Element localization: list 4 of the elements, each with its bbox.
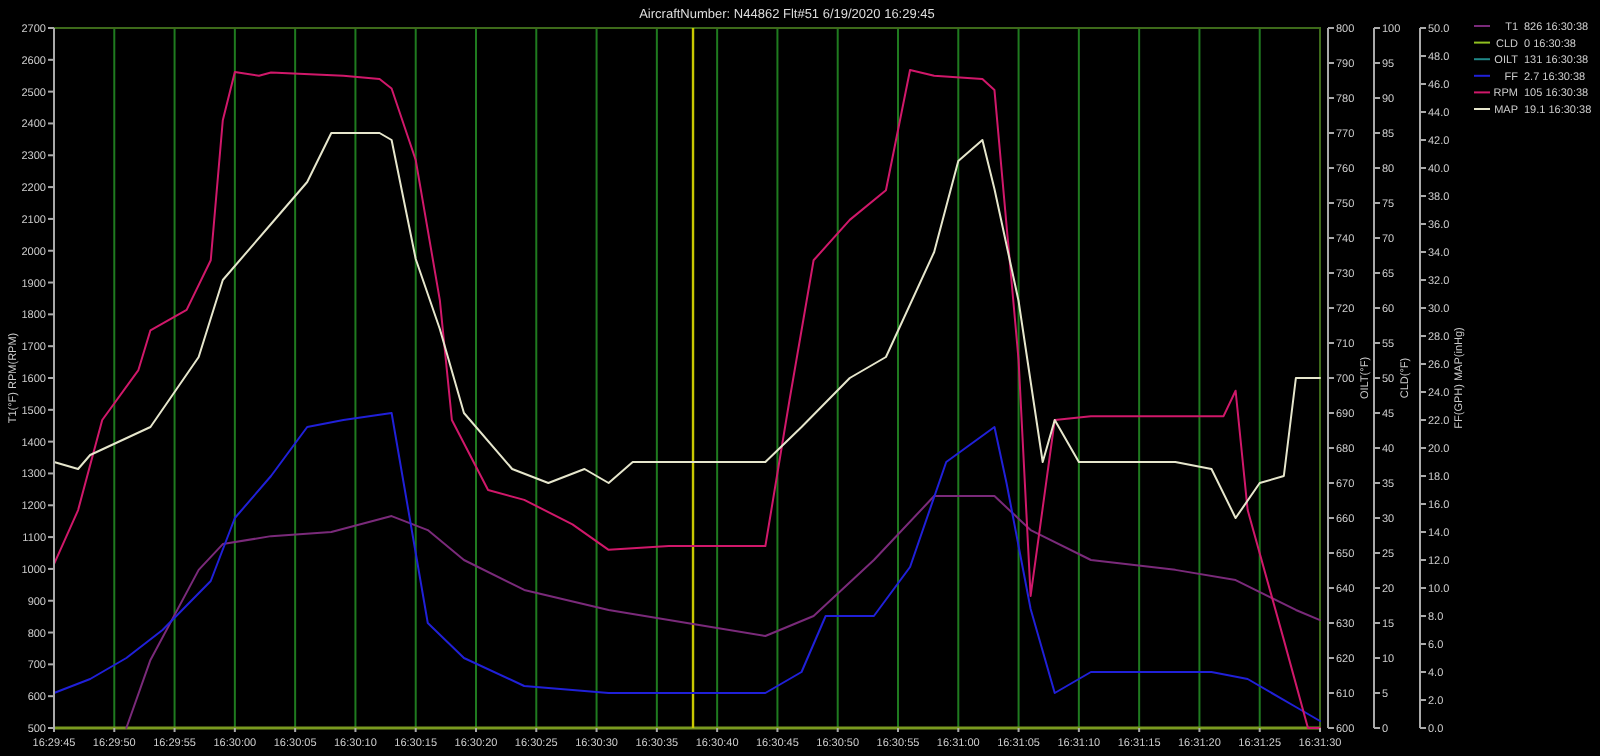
line-series xyxy=(53,412,1321,722)
line-series xyxy=(53,132,1321,519)
line-series xyxy=(125,495,1321,729)
line-series xyxy=(53,69,1321,729)
